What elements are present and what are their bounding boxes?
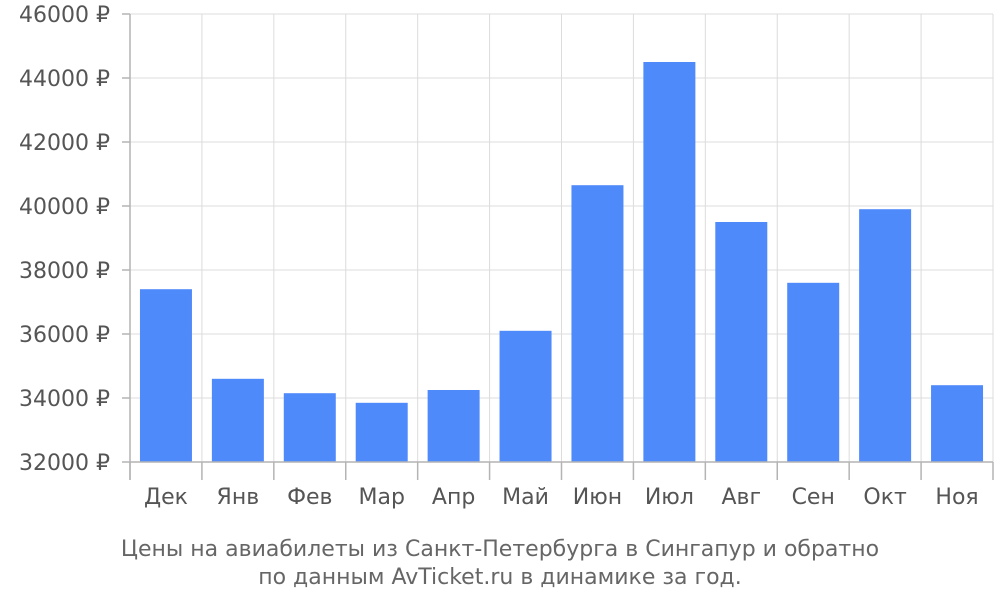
bar-5 bbox=[427, 390, 480, 462]
y-tick-label: 40000 ₽ bbox=[19, 195, 110, 220]
x-tick-label: Авг bbox=[722, 485, 762, 510]
x-axis-ticks: Дек Янв Фев Мар Апр Май Июн Июл Авг Сен Окт Ноя bbox=[129, 462, 994, 510]
x-tick-label: Июн bbox=[573, 485, 622, 510]
x-tick-label: Окт bbox=[863, 485, 907, 510]
x-tick-label: Янв bbox=[217, 485, 260, 510]
bar-9 bbox=[715, 222, 768, 462]
bar-8 bbox=[643, 62, 696, 462]
x-tick-label: Апр bbox=[432, 485, 475, 510]
bar-12 bbox=[931, 385, 984, 462]
y-tick-label: 32000 ₽ bbox=[19, 451, 110, 476]
bar-10 bbox=[787, 282, 840, 462]
y-tick-label: 42000 ₽ bbox=[19, 131, 110, 156]
bar-6 bbox=[499, 330, 552, 462]
grid bbox=[130, 13, 994, 463]
chart-caption-line-1: Цены на авиабилеты из Санкт-Петербурга в… bbox=[121, 537, 879, 562]
x-tick-label: Сен bbox=[792, 485, 835, 510]
x-tick-label: Дек bbox=[144, 485, 188, 510]
x-tick-label: Июл bbox=[645, 485, 694, 510]
bar-2 bbox=[211, 378, 264, 462]
bar-4 bbox=[355, 402, 408, 462]
chart-caption-line-2: по данным AvTicket.ru в динамике за год. bbox=[258, 565, 742, 590]
y-tick-label: 36000 ₽ bbox=[19, 323, 110, 348]
x-tick-label: Мар bbox=[358, 485, 404, 510]
x-tick-label: Ноя bbox=[935, 485, 978, 510]
bar-1 bbox=[139, 289, 192, 462]
y-tick-label: 46000 ₽ bbox=[19, 3, 110, 28]
x-tick-label: Фев bbox=[287, 485, 332, 510]
y-tick-label: 44000 ₽ bbox=[19, 67, 110, 92]
y-axis-ticks: 32000 ₽ 34000 ₽ 36000 ₽ 38000 ₽ 40000 ₽ 42000… bbox=[19, 3, 130, 476]
bar-7 bbox=[571, 185, 624, 462]
bar-3 bbox=[283, 393, 336, 462]
bar-11 bbox=[859, 209, 912, 462]
y-tick-label: 38000 ₽ bbox=[19, 259, 110, 284]
x-tick-label: Май bbox=[502, 485, 549, 510]
y-tick-label: 34000 ₽ bbox=[19, 387, 110, 412]
bars bbox=[139, 62, 984, 462]
